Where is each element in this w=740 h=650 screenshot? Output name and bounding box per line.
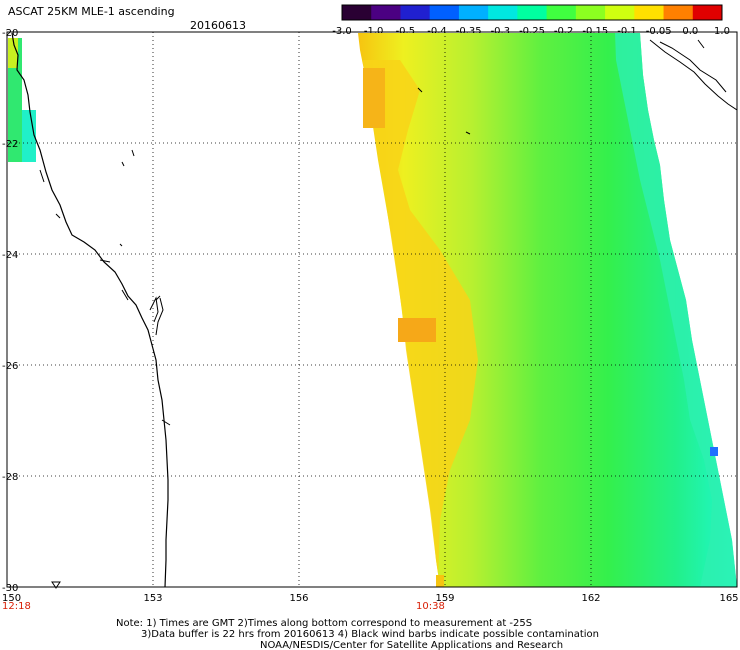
y-tick-label: -24 xyxy=(2,250,18,261)
swath-orange-patch-2 xyxy=(398,318,436,342)
new-caledonia-coast xyxy=(649,39,737,111)
coastline xyxy=(11,32,169,587)
triangle-marker-icon xyxy=(51,581,61,589)
x-tick-label: 153 xyxy=(143,593,162,604)
colorbar-segment xyxy=(371,5,401,20)
footer-note-3: NOAA/NESDIS/Center for Satellite Applica… xyxy=(260,640,563,650)
y-tick-label: -26 xyxy=(2,361,18,372)
swath-blue-pixel xyxy=(710,447,718,456)
y-tick-label: -22 xyxy=(2,139,18,150)
x-tick-label: 162 xyxy=(581,593,600,604)
colorbar-segment xyxy=(692,5,723,20)
coastline-detail xyxy=(39,169,171,426)
x-tick-label: 159 xyxy=(435,593,454,604)
map-panel xyxy=(7,32,737,587)
colorbar-segment xyxy=(517,5,548,20)
colorbar-frame xyxy=(341,4,723,21)
time-label-right: 10:38 xyxy=(416,601,445,612)
grid-lines xyxy=(7,32,737,587)
swath-orange-patch-1 xyxy=(363,68,385,128)
y-tick-label: -30 xyxy=(2,583,18,594)
colorbar-segment xyxy=(546,5,577,20)
colorbar-segment xyxy=(400,5,431,20)
swath-orange-patch-3 xyxy=(436,575,444,587)
time-label-left: 12:18 xyxy=(2,601,31,612)
colorbar-segment xyxy=(488,5,518,20)
coastal-patch-green xyxy=(8,38,22,162)
colorbar-segment xyxy=(605,5,635,20)
colorbar-segment xyxy=(458,5,489,20)
x-axis-labels: 150 153 156 159 162 165 xyxy=(2,593,739,604)
colorbar xyxy=(341,4,723,21)
swath-low-zone xyxy=(615,33,737,587)
coastal-patch-yellow xyxy=(8,38,18,68)
footer-note-1: Note: 1) Times are GMT 2)Times along bot… xyxy=(116,618,532,629)
reef-marks xyxy=(55,87,471,247)
plot-frame xyxy=(6,31,738,588)
y-axis-labels: -20 -22 -24 -26 -28 -30 xyxy=(2,28,18,594)
x-tick-label: 150 xyxy=(2,593,21,604)
figure-title: ASCAT 25KM MLE-1 ascending xyxy=(8,5,175,18)
colorbar-segment xyxy=(663,5,694,20)
colorbar-segment xyxy=(634,5,665,20)
x-tick-label: 156 xyxy=(289,593,308,604)
y-tick-label: -28 xyxy=(2,472,18,483)
footer-note-2: 3)Data buffer is 22 hrs from 20160613 4)… xyxy=(141,629,599,640)
figure-date: 20160613 xyxy=(190,19,246,32)
x-tick-label: 165 xyxy=(719,593,738,604)
y-tick-label: -20 xyxy=(2,28,18,39)
colorbar-segment xyxy=(342,5,372,20)
island-fraser xyxy=(155,297,164,336)
colorbar-segment xyxy=(429,5,460,20)
colorbar-segment xyxy=(575,5,606,20)
